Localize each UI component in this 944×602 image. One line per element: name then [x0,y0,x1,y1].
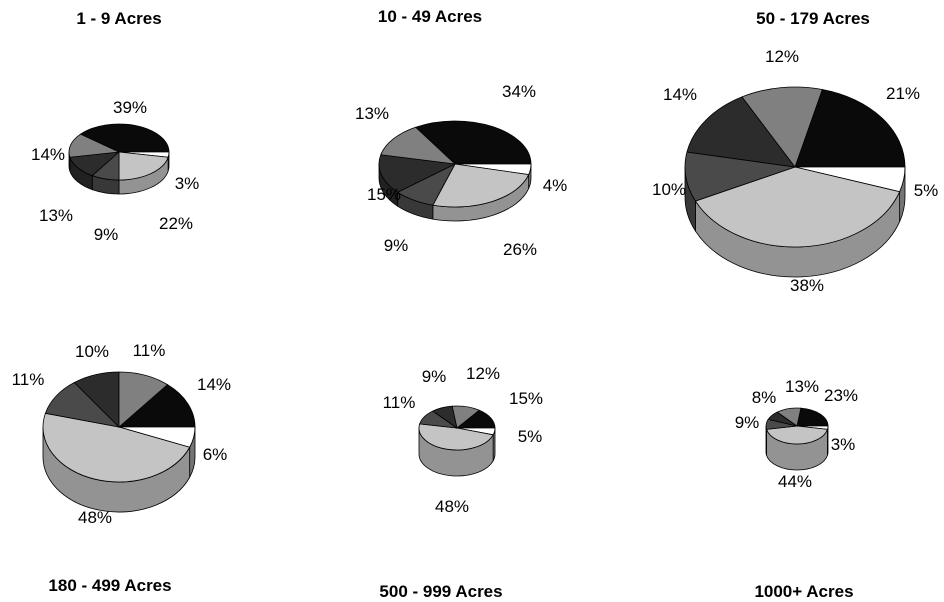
pie-chart-0: 39% 3% 22% 9% 13% 14% [31,98,199,244]
pie-3-label-4: 10% [75,342,109,361]
pie-2-label-4: 14% [663,85,697,104]
pie-1-slice-5 [380,126,457,165]
pie-4-label-4: 9% [422,367,447,386]
chart-title-1000-plus-acres: 1000+ Acres [754,582,853,601]
pie-3-label-3: 11% [12,370,45,389]
pie-0-label-0: 39% [113,98,147,117]
pie-5-slice-0 [796,407,829,427]
pie-1-label-2: 26% [503,240,537,259]
pie-chart-4: 15% 5% 48% 11% 9% 12% [383,364,543,516]
pie-1-label-1: 4% [543,176,568,195]
pie-5-label-3: 9% [735,413,760,432]
pie-5-slice-5 [776,407,802,427]
pie-0-slice-5 [68,133,121,158]
pie-3-label-5: 11% [133,341,166,360]
pie-0-label-5: 14% [31,145,65,164]
pie-2-slice-5 [741,86,823,168]
pies-layer: 39% 3% 22% 9% 13% 14% 34% 4% 26% 9% 15% 13% 21% 5% 38%… [12,47,939,527]
pie-3-label-0: 14% [197,375,231,394]
pie-2-label-1: 5% [914,181,939,200]
pie-0-slice-0 [79,123,170,153]
pie-1-label-0: 34% [502,82,536,101]
pie-2-label-3: 10% [652,180,686,199]
pie-0-label-2: 22% [159,214,193,233]
pie-2-label-2: 38% [790,276,824,295]
pie-5-slice-2 [766,425,828,445]
pie-0-label-3: 9% [94,225,119,244]
pie-5-label-2: 44% [778,472,812,491]
pie-chart-2: 21% 5% 38% 10% 14% 12% [652,47,938,295]
chart-title-1-9-acres: 1 - 9 Acres [76,9,161,28]
pie-0-label-4: 13% [39,206,73,225]
pie-1-slice-2 [432,163,530,208]
pie-3-slice-0 [117,384,196,428]
pie-3-label-2: 48% [78,508,112,527]
chart-title-500-999-acres: 500 - 999 Acres [379,582,502,601]
chart-title-50-179-acres: 50 - 179 Acres [756,9,870,28]
pie-1-slice-4 [378,154,457,193]
pie-5-label-4: 8% [752,388,777,407]
pie-3-slice-2 [42,412,191,483]
pie-0-slice-2 [118,151,169,181]
pie-4-label-1: 5% [518,427,543,446]
pie-1-label-4: 15% [367,185,401,204]
pie-4-label-2: 48% [435,497,469,516]
pie-2-slice-0 [794,89,906,168]
pie-0-label-1: 3% [175,174,200,193]
pie-2-slice-4 [686,96,796,168]
chart-title-10-49-acres: 10 - 49 Acres [378,7,482,26]
pie-4-slice-2 [418,423,494,451]
pie-5-label-1: 3% [831,435,856,454]
pie-1-label-5: 13% [355,104,389,123]
pie-4-label-5: 12% [466,364,500,383]
chart-title-180-499-acres: 180 - 499 Acres [48,576,171,595]
pie-2-label-5: 12% [765,47,799,66]
pie-1-slice-0 [414,120,532,165]
pie-chart-3: 14% 6% 48% 11% 10% 11% [12,341,231,527]
pie-5-label-5: 13% [785,377,819,396]
pie-chart-5: 23% 3% 44% 9% 8% 13% [735,377,858,491]
pie-chart-1: 34% 4% 26% 9% 15% 13% [355,82,567,259]
pie-3-label-1: 6% [203,445,228,464]
pie-4-slice-5 [451,405,481,429]
pie-3-slice-5 [118,371,169,428]
pie-1-label-3: 9% [384,236,409,255]
pie-5-label-0: 23% [824,386,858,405]
pie-4-label-0: 15% [509,389,543,408]
pie-2-label-0: 21% [886,84,920,103]
pie-4-label-3: 11% [383,393,416,412]
pie-5-slice-side-3 [765,425,767,456]
pie-2-slice-2 [694,166,901,248]
